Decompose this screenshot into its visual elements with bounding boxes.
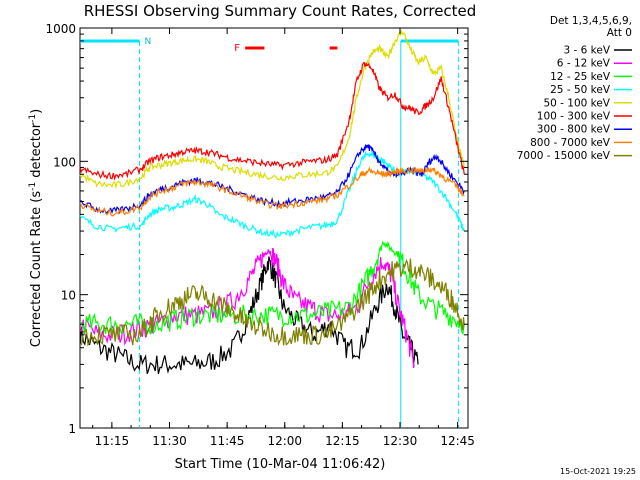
legend-header: Att 0 — [607, 27, 632, 39]
series-line — [79, 256, 419, 375]
legend-header: Det 1,3,4,5,6,9, — [550, 15, 632, 27]
x-tick-label: 12:00 — [267, 434, 302, 448]
legend-label: 100 - 300 keV — [537, 111, 611, 123]
chart-title: RHESSI Observing Summary Count Rates, Co… — [84, 2, 477, 20]
attenuator-label: N — [145, 37, 152, 47]
legend-label: 12 - 25 keV — [550, 71, 611, 83]
series-layer — [79, 30, 465, 375]
y-tick-label: 1 — [68, 422, 76, 436]
y-axis-label-sup2: -1 — [28, 114, 38, 123]
y-axis-label-part1: Corrected Count Rate (s — [29, 191, 44, 348]
y-tick-label: 100 — [53, 155, 76, 169]
legend-label: 50 - 100 keV — [543, 97, 610, 109]
flare-flag-label: F — [234, 43, 240, 54]
x-tick-label: 11:45 — [210, 434, 245, 448]
x-axis: 11:15 11:30 11:45 12:00 12:15 12:30 12:45 — [92, 28, 475, 448]
timestamp: 15-Oct-2021 19:25 — [560, 467, 636, 476]
series-line — [79, 166, 465, 217]
series-line — [79, 240, 465, 336]
legend-label: 6 - 12 keV — [557, 58, 611, 70]
x-axis-label: Start Time (10-Mar-04 11:06:42) — [175, 457, 386, 472]
legend-label: 800 - 7000 keV — [530, 137, 611, 149]
series-line — [79, 30, 465, 190]
y-axis-label-part2: detector — [29, 122, 44, 182]
y-axis: 1 10 100 1000 — [45, 22, 468, 436]
legend-label: 3 - 6 keV — [563, 45, 610, 57]
x-tick-label: 12:45 — [440, 434, 475, 448]
y-tick-label: 10 — [61, 289, 76, 303]
legend-label: 300 - 800 keV — [537, 124, 611, 136]
x-tick-label: 11:30 — [152, 434, 187, 448]
plot-area — [79, 27, 469, 429]
x-tick-label: 12:15 — [325, 434, 360, 448]
series-line — [79, 247, 415, 369]
y-axis-label: Corrected Count Rate (s-1 detector-1) — [28, 109, 44, 347]
plot-frame — [79, 27, 469, 429]
legend-label: 7000 - 15000 keV — [517, 150, 611, 162]
x-tick-label: 11:15 — [95, 434, 130, 448]
y-axis-label-part3: ) — [29, 109, 44, 114]
y-tick-label: 1000 — [45, 22, 76, 36]
series-line — [79, 62, 465, 181]
legend-label: 25 - 50 keV — [550, 84, 611, 96]
y-axis-label-sup1: -1 — [28, 182, 38, 191]
x-tick-label: 12:30 — [383, 434, 418, 448]
series-line — [79, 258, 465, 347]
